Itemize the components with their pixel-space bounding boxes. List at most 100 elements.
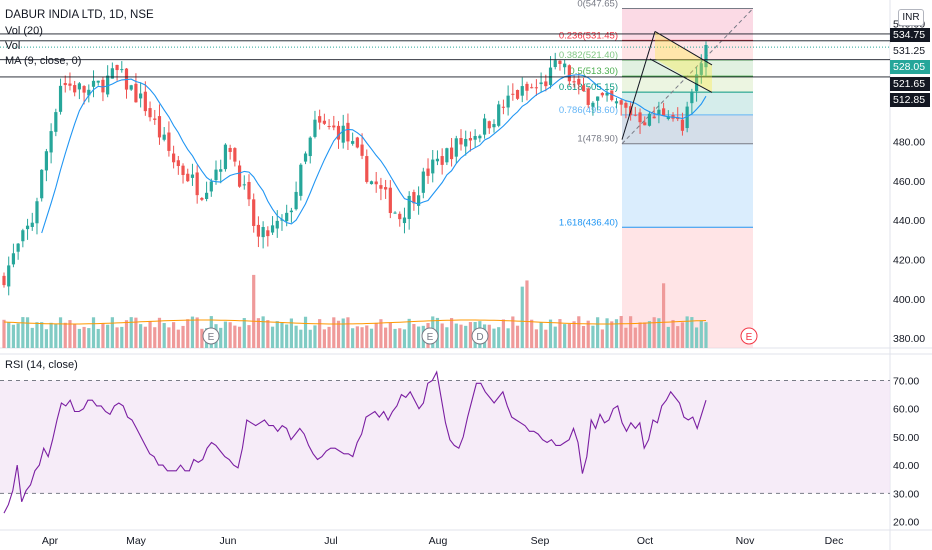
candle-body — [233, 148, 237, 162]
volume-bar — [172, 322, 176, 348]
volume-bar — [600, 329, 604, 348]
volume-bar — [548, 319, 553, 348]
candle-body — [384, 187, 388, 190]
fib-zone — [622, 143, 753, 228]
volume-bar — [162, 323, 166, 348]
volume-bar — [520, 286, 524, 348]
volume-bar — [647, 321, 652, 348]
candle-body — [30, 222, 34, 227]
vol20-legend[interactable]: Vol (20) — [5, 25, 43, 37]
fib-zone — [622, 76, 753, 93]
ma-legend[interactable]: MA (9, close, 0) — [5, 55, 82, 67]
volume-bar — [54, 324, 58, 348]
volume-bar — [506, 328, 510, 348]
candle-body — [398, 213, 402, 220]
volume-bar — [25, 317, 30, 348]
candle-body — [530, 87, 534, 89]
volume-bar — [181, 325, 185, 348]
candle-body — [586, 88, 590, 105]
candle-body — [643, 122, 647, 126]
time-tick-label: Oct — [637, 535, 653, 547]
fib-level-label: 1.618(436.40) — [559, 217, 618, 228]
rsi-legend[interactable]: RSI (14, close) — [5, 359, 78, 371]
candle-body — [449, 147, 454, 160]
horizontal-lines — [0, 33, 890, 78]
volume-bar — [289, 318, 293, 348]
candle-body — [600, 92, 604, 96]
volume-bar — [445, 327, 449, 348]
candle-body — [336, 125, 341, 140]
volume-bar — [58, 317, 63, 348]
candle-body — [219, 169, 223, 172]
candle-body — [614, 101, 619, 104]
volume-bar — [11, 324, 16, 348]
candle-body — [647, 113, 652, 126]
candle-body — [572, 81, 576, 83]
volume-bar — [106, 324, 110, 348]
volume-bars — [2, 274, 708, 348]
candle-body — [58, 85, 63, 112]
candle-body — [176, 160, 180, 167]
candle-body — [388, 187, 392, 214]
candle-body — [666, 116, 670, 119]
time-tick-label: Dec — [825, 535, 844, 547]
volume-bar — [402, 329, 407, 348]
candle-body — [506, 95, 510, 108]
volume-bar — [393, 328, 397, 348]
volume-bar — [341, 318, 345, 348]
candle-body — [417, 195, 421, 206]
candle-body — [11, 253, 16, 265]
event-marker-label: E — [208, 332, 215, 343]
event-marker-label: D — [476, 332, 483, 343]
volume-bar — [308, 329, 312, 348]
rsi-tick-label: 20.00 — [893, 517, 919, 529]
candle-body — [303, 153, 308, 162]
volume-bar — [233, 325, 237, 348]
volume-bar — [247, 325, 251, 348]
candle-body — [393, 212, 397, 214]
volume-bar — [44, 329, 49, 348]
volume-bar — [680, 322, 685, 348]
candle-body — [252, 199, 256, 226]
flagpole-line — [621, 31, 656, 140]
candle-body — [534, 87, 538, 89]
rsi-tick-label: 40.00 — [893, 460, 919, 472]
volume-bar — [619, 316, 623, 348]
currency-button[interactable]: INR — [898, 9, 924, 26]
vol-legend[interactable]: Vol — [5, 40, 21, 52]
candle-body — [487, 121, 491, 129]
candle-body — [266, 230, 270, 237]
volume-bar — [275, 321, 279, 348]
volume-bar — [624, 327, 628, 348]
candle-body — [619, 100, 623, 105]
candle-body — [459, 138, 463, 145]
candle-body — [134, 83, 138, 103]
candle-body — [237, 165, 242, 187]
candle-body — [694, 74, 699, 92]
volume-bar — [530, 319, 534, 348]
candle-body — [638, 112, 642, 123]
candle-body — [515, 90, 520, 99]
volume-bar — [157, 317, 162, 348]
volume-ma-line — [3, 319, 707, 325]
volume-bar — [563, 324, 567, 348]
volume-bar — [384, 327, 388, 348]
volume-bar — [115, 327, 119, 348]
volume-bar — [16, 323, 20, 348]
volume-bar — [190, 316, 195, 348]
volume-bar — [690, 317, 694, 348]
volume-bar — [379, 319, 383, 348]
candle-body — [200, 197, 204, 200]
volume-bar — [454, 323, 458, 348]
candle-body — [214, 169, 218, 181]
candle-body — [539, 82, 543, 85]
volume-bar — [266, 320, 270, 348]
volume-bar — [360, 327, 364, 348]
candle-body — [685, 106, 689, 129]
event-marker — [740, 327, 758, 345]
candle-body — [285, 212, 289, 222]
candle-body — [223, 144, 228, 170]
candle-body — [204, 192, 209, 199]
candle-body — [511, 93, 515, 95]
